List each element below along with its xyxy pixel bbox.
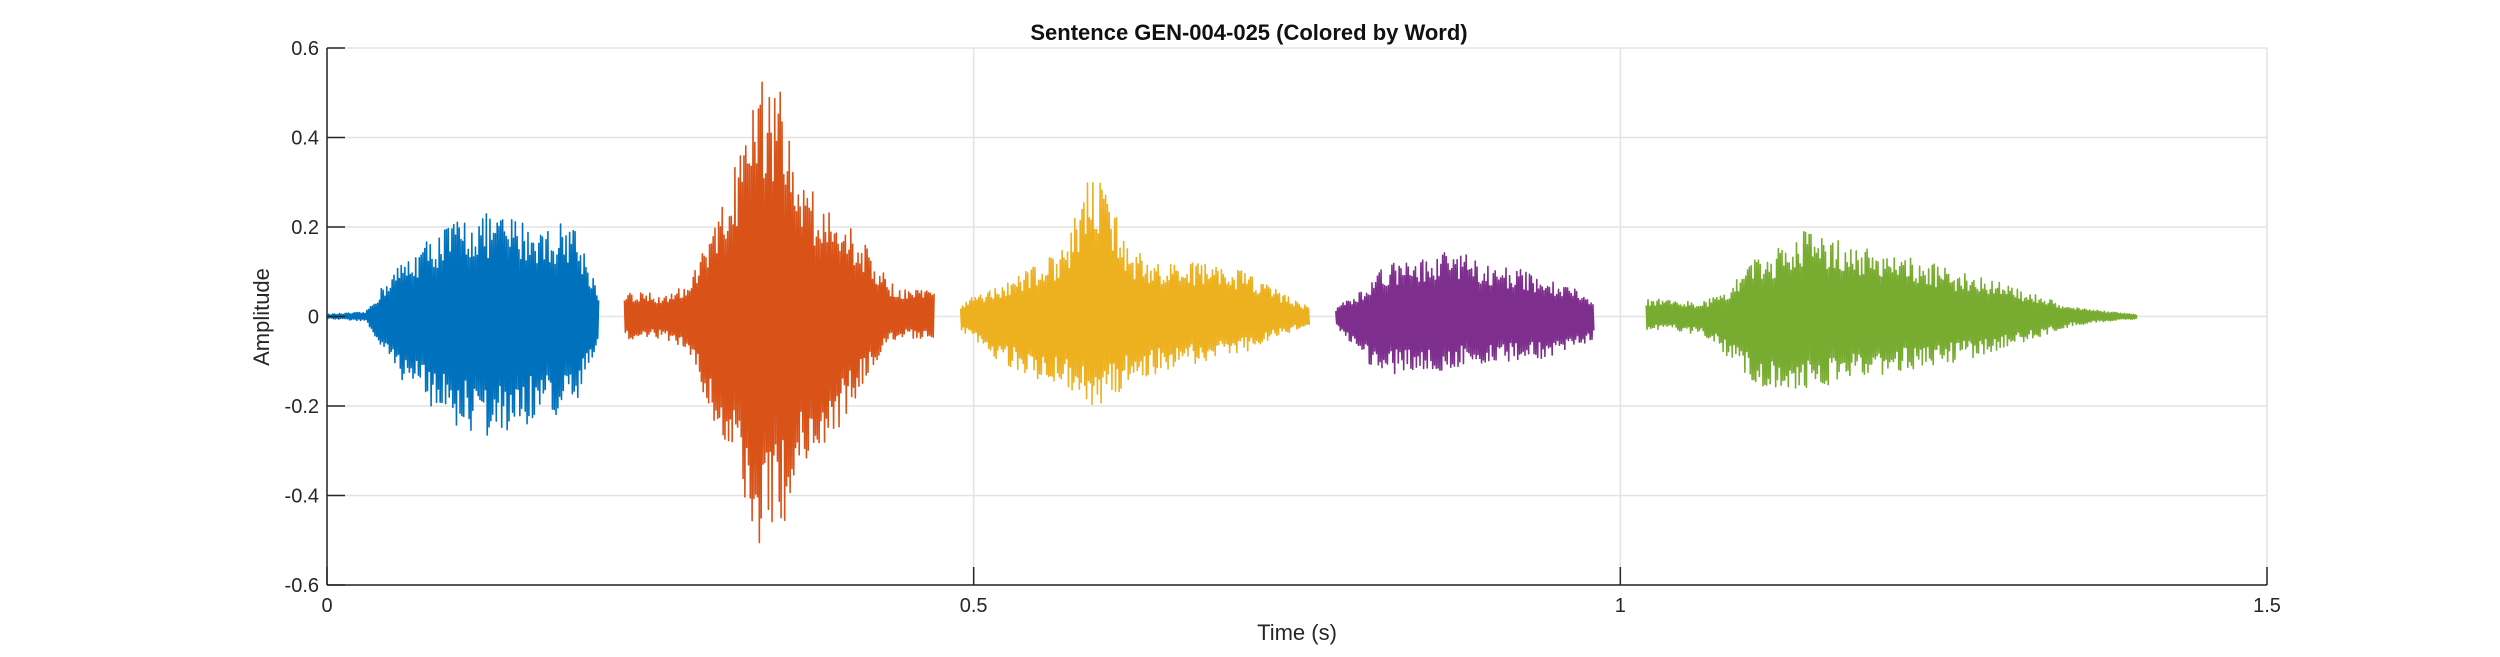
waveform-series-2 bbox=[623, 81, 935, 544]
y-tick-label: 0.6 bbox=[291, 38, 319, 60]
x-tick-label: 0 bbox=[321, 595, 332, 617]
x-tick-label: 0.5 bbox=[960, 595, 988, 617]
y-tick-labels: -0.6 -0.4 -0.2 0 0.2 0.4 0.6 bbox=[285, 38, 319, 597]
waveform-series-5 bbox=[1645, 231, 2138, 389]
waveform-series-1 bbox=[326, 213, 600, 436]
y-tick-label: 0 bbox=[308, 307, 319, 329]
x-tick-labels: 0 0.5 1 1.5 bbox=[321, 595, 2280, 617]
y-tick-label: -0.2 bbox=[285, 396, 319, 418]
waveform-series-4 bbox=[1335, 252, 1595, 375]
y-axis-label: Amplitude bbox=[249, 268, 274, 366]
axes bbox=[326, 47, 2268, 586]
waveform-series-3 bbox=[959, 182, 1311, 405]
x-tick-label: 1 bbox=[1615, 595, 1626, 617]
y-tick-label: -0.4 bbox=[285, 486, 319, 508]
x-tick-label: 1.5 bbox=[2253, 595, 2281, 617]
x-axis-label: Time (s) bbox=[1257, 620, 1337, 645]
y-tick-label: 0.4 bbox=[291, 128, 319, 150]
chart-title: Sentence GEN-004-025 (Colored by Word) bbox=[1030, 20, 1467, 45]
y-tick-label: 0.2 bbox=[291, 217, 319, 239]
y-tick-label: -0.6 bbox=[285, 575, 319, 597]
waveform-series-group bbox=[326, 81, 2138, 544]
